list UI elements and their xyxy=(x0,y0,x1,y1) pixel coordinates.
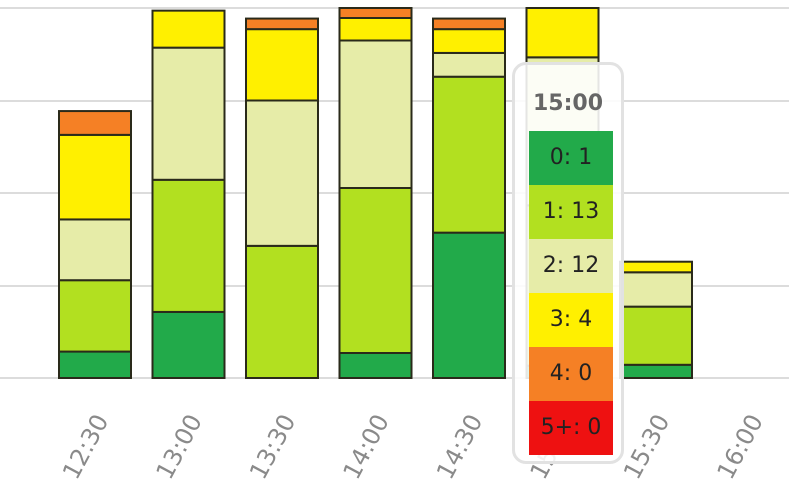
bar-1230-series-3[interactable] xyxy=(58,133,132,221)
x-tick-label: 13:00 xyxy=(151,410,208,484)
bar-1300-series-2[interactable] xyxy=(151,46,226,181)
bar-1400-series-4[interactable] xyxy=(338,7,413,19)
x-tick-label: 14:00 xyxy=(338,410,395,484)
bar-1530-series-0[interactable] xyxy=(619,363,693,379)
bar-1400-series-2[interactable] xyxy=(338,39,413,189)
bar-1330-series-2[interactable] xyxy=(245,99,319,247)
x-tick-label: 14:30 xyxy=(431,410,488,484)
bar-1530-series-2[interactable] xyxy=(619,271,693,308)
bar-1430-series-0[interactable] xyxy=(432,231,506,379)
bar-1230-series-2[interactable] xyxy=(58,218,132,282)
hover-tooltip: 15:00 0: 1 1: 13 2: 12 3: 4 4: 0 5+: 0 xyxy=(512,62,624,464)
bar-1330-series-1[interactable] xyxy=(245,244,319,379)
bar-1530-series-3[interactable] xyxy=(619,260,693,274)
tooltip-rows: 0: 1 1: 13 2: 12 3: 4 4: 0 5+: 0 xyxy=(529,131,613,455)
bar-1400-series-0[interactable] xyxy=(338,352,413,379)
tooltip-row: 5+: 0 xyxy=(529,401,613,455)
x-tick-label: 15:30 xyxy=(618,410,675,484)
tooltip-row: 1: 13 xyxy=(529,185,613,239)
bar-1300-series-0[interactable] xyxy=(151,310,226,379)
x-tick-label: 13:30 xyxy=(244,410,301,484)
bar-1300-series-3[interactable] xyxy=(151,9,226,49)
bar-1330-series-3[interactable] xyxy=(245,28,319,102)
bar-1230-series-0[interactable] xyxy=(58,350,132,380)
tooltip-row: 3: 4 xyxy=(529,293,613,347)
bar-1500-series-3[interactable] xyxy=(525,7,600,59)
tooltip-row: 4: 0 xyxy=(529,347,613,401)
bar-1430-series-3[interactable] xyxy=(432,28,506,54)
tooltip-row: 2: 12 xyxy=(529,239,613,293)
tooltip-row: 0: 1 xyxy=(529,131,613,185)
bar-1530-series-1[interactable] xyxy=(619,305,693,366)
bar-1400-series-3[interactable] xyxy=(338,17,413,42)
bar-1330-series-4[interactable] xyxy=(245,17,319,31)
tooltip-title: 15:00 xyxy=(532,91,604,116)
x-tick-label: 12:30 xyxy=(57,410,114,484)
x-tick-label: 16:00 xyxy=(712,410,769,484)
bar-1230-series-1[interactable] xyxy=(58,279,132,353)
bar-1300-series-1[interactable] xyxy=(151,178,226,313)
bar-1400-series-1[interactable] xyxy=(338,187,413,354)
bar-1430-series-2[interactable] xyxy=(432,51,506,78)
bar-1430-series-1[interactable] xyxy=(432,75,506,234)
bar-1430-series-4[interactable] xyxy=(432,17,506,31)
bar-1230-series-4[interactable] xyxy=(58,110,132,136)
